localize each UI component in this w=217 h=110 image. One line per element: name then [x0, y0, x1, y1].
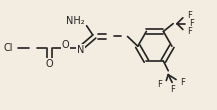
Text: F: F	[189, 19, 194, 28]
Text: Cl: Cl	[3, 43, 13, 53]
Text: O: O	[61, 40, 69, 50]
Text: NH₂: NH₂	[66, 16, 85, 26]
Text: O: O	[46, 59, 53, 69]
Text: F: F	[187, 11, 192, 20]
Text: N: N	[77, 45, 84, 55]
Text: F: F	[170, 85, 175, 94]
Text: F: F	[157, 80, 162, 89]
Text: F: F	[187, 27, 192, 36]
Text: F: F	[180, 78, 185, 87]
